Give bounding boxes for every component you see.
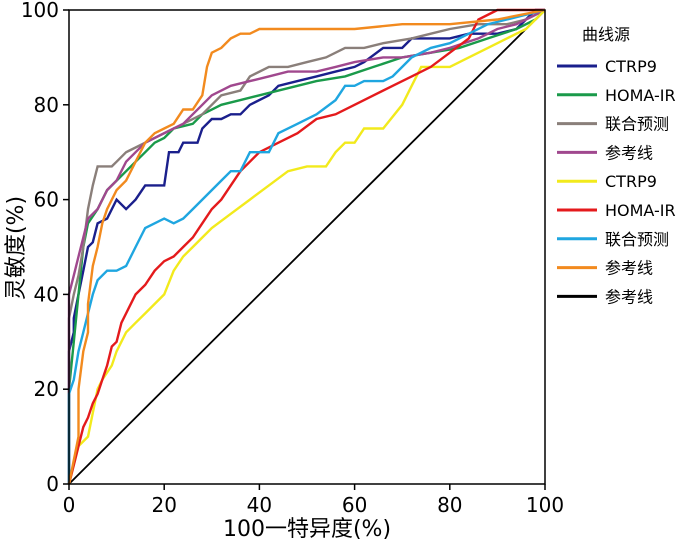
legend-label-9: 参考线 bbox=[605, 287, 653, 306]
series-line-6 bbox=[67, 8, 545, 485]
x-tick-label: 100 bbox=[526, 493, 564, 517]
y-tick-label: 0 bbox=[46, 472, 59, 496]
y-tick-label: 20 bbox=[34, 377, 59, 401]
series-line-7 bbox=[67, 8, 546, 484]
y-axis-ticks: 0 20 40 60 80 100 bbox=[21, 0, 69, 496]
x-tick-label: 20 bbox=[151, 493, 176, 517]
y-tick-label: 60 bbox=[34, 188, 59, 212]
plot-frame bbox=[68, 9, 546, 485]
x-tick-label: 60 bbox=[342, 493, 367, 517]
y-tick-label: 40 bbox=[34, 282, 59, 306]
series-line-4 bbox=[67, 8, 546, 484]
x-tick-label: 40 bbox=[247, 493, 272, 517]
y-tick-label: 100 bbox=[21, 0, 59, 22]
legend-label-1: CTRP9 bbox=[605, 57, 657, 76]
series-line-3 bbox=[67, 8, 546, 484]
y-tick-label: 80 bbox=[34, 93, 59, 117]
legend-label-5: CTRP9 bbox=[605, 172, 657, 191]
legend-label-7: 联合预测 bbox=[605, 230, 669, 249]
legend-label-3: 联合预测 bbox=[605, 115, 669, 134]
legend-label-2: HOMA-IR bbox=[605, 86, 676, 105]
series-line-9 bbox=[68, 9, 546, 485]
legend-label-8: 参考线 bbox=[605, 259, 653, 278]
legend-title: 曲线源 bbox=[582, 25, 630, 44]
series-line-8 bbox=[67, 8, 546, 485]
y-axis-title: 灵敏度(%) bbox=[4, 196, 29, 300]
legend-label-6: HOMA-IR bbox=[605, 201, 676, 220]
x-axis-title: 100一特异度(%) bbox=[223, 517, 391, 542]
x-axis-ticks: 0 20 40 60 80 100 bbox=[63, 484, 564, 517]
plot-area bbox=[67, 8, 546, 485]
x-tick-label: 80 bbox=[437, 493, 462, 517]
legend: 曲线源 CTRP9HOMA-IR联合预测参考线CTRP9HOMA-IR联合预测参… bbox=[557, 25, 676, 306]
series-line-1 bbox=[67, 8, 545, 484]
legend-label-4: 参考线 bbox=[605, 143, 653, 162]
x-tick-label: 0 bbox=[63, 493, 76, 517]
